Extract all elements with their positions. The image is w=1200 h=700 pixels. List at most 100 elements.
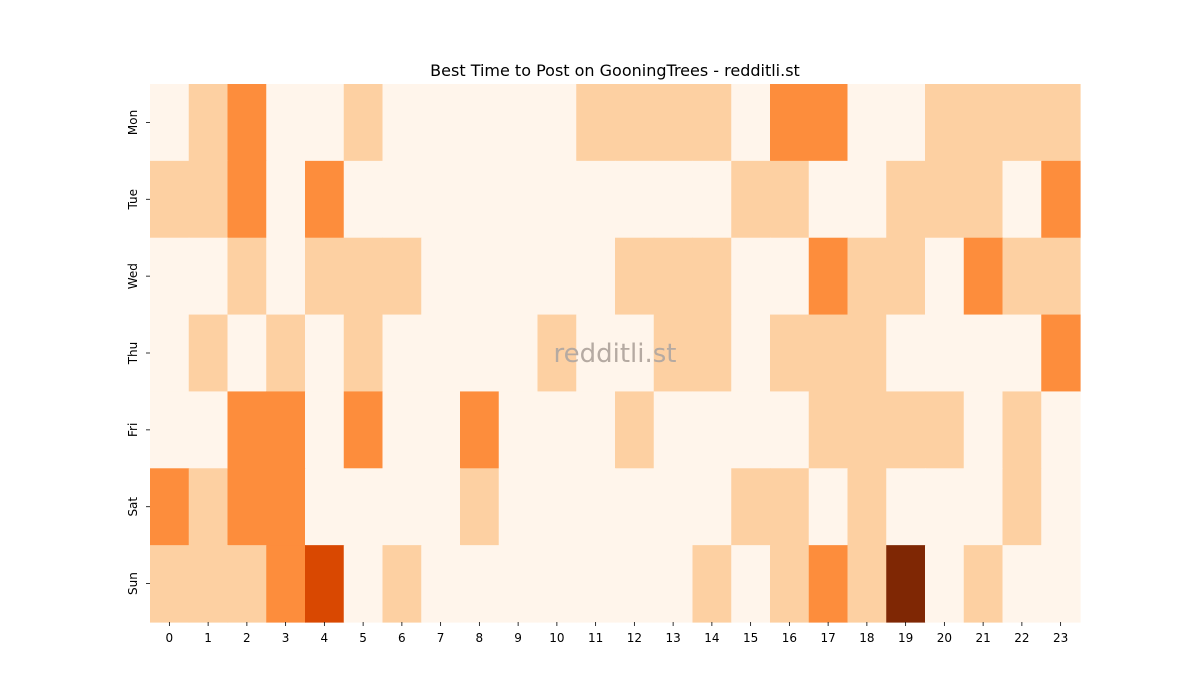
heatmap-cell-thu-4 <box>305 314 345 393</box>
heatmap-cell-wed-1 <box>188 237 229 316</box>
heatmap-cell-tue-5 <box>343 160 384 239</box>
heatmap-cell-tue-7 <box>421 160 461 239</box>
x-tick-label: 4 <box>321 631 329 645</box>
heatmap-cell-thu-20 <box>925 314 965 393</box>
heatmap-cell-thu-13 <box>653 314 694 393</box>
heatmap-cell-sun-5 <box>343 545 384 623</box>
x-tick-label: 18 <box>859 631 874 645</box>
heatmap-cell-sat-5 <box>343 468 384 546</box>
heatmap-cell-sun-11 <box>576 545 616 623</box>
heatmap-cell-wed-9 <box>498 237 539 316</box>
heatmap-cell-tue-19 <box>886 160 926 239</box>
heatmap-cell-wed-0 <box>150 237 190 316</box>
heatmap-cell-sun-20 <box>925 545 965 623</box>
heatmap-cell-mon-14 <box>692 84 732 162</box>
x-tick-label: 8 <box>476 631 484 645</box>
heatmap-cell-wed-22 <box>1002 237 1042 316</box>
heatmap-cell-thu-11 <box>576 314 616 393</box>
heatmap-cell-tue-9 <box>498 160 539 239</box>
heatmap-cell-sun-17 <box>808 545 849 623</box>
heatmap-cell-wed-13 <box>653 237 694 316</box>
heatmap-cell-thu-18 <box>847 314 887 393</box>
heatmap-cell-thu-23 <box>1041 314 1081 393</box>
heatmap-cell-sun-8 <box>460 545 500 623</box>
heatmap-cell-sat-14 <box>692 468 732 546</box>
heatmap-cell-sat-13 <box>653 468 694 546</box>
heatmap-cell-mon-23 <box>1041 84 1081 162</box>
heatmap-cell-wed-2 <box>227 237 267 316</box>
heatmap-cell-mon-16 <box>770 84 810 162</box>
x-axis-ticks: 0 1 2 3 4 5 6 7 8 9 10 11 12 13 14 15 16 17 18 19 20 21 22 23 <box>166 622 1068 645</box>
heatmap-cell-tue-3 <box>266 160 306 239</box>
x-tick-label: 2 <box>243 631 251 645</box>
heatmap-cell-sun-19 <box>886 545 926 623</box>
heatmap-cell-fri-18 <box>847 391 887 469</box>
y-axis-ticks: Mon Tue Wed Thu Fri Sat Sun <box>126 110 150 595</box>
heatmap-cell-sat-9 <box>498 468 539 546</box>
x-tick-label: 11 <box>588 631 603 645</box>
y-tick-label: Thu <box>126 342 140 366</box>
heatmap-cell-fri-0 <box>150 391 190 469</box>
heatmap-cell-wed-23 <box>1041 237 1081 316</box>
heatmap-cell-thu-8 <box>460 314 500 393</box>
x-tick-label: 16 <box>782 631 797 645</box>
heatmap-cell-fri-6 <box>382 391 422 469</box>
watermark: redditli.st <box>554 339 677 369</box>
heatmap-cell-sat-16 <box>770 468 810 546</box>
heatmap-cells <box>150 84 1081 623</box>
heatmap-cell-tue-23 <box>1041 160 1081 239</box>
heatmap-cell-mon-20 <box>925 84 965 162</box>
y-tick-label: Fri <box>126 423 140 437</box>
heatmap-cell-mon-10 <box>537 84 577 162</box>
heatmap-cell-fri-23 <box>1041 391 1081 469</box>
heatmap-cell-sun-22 <box>1002 545 1042 623</box>
heatmap-cell-sun-10 <box>537 545 577 623</box>
heatmap-cell-sat-3 <box>266 468 306 546</box>
heatmap-cell-fri-11 <box>576 391 616 469</box>
heatmap-cell-mon-11 <box>576 84 616 162</box>
heatmap-cell-thu-2 <box>227 314 267 393</box>
heatmap-cell-sat-10 <box>537 468 577 546</box>
heatmap-cell-sat-4 <box>305 468 345 546</box>
heatmap-cell-mon-1 <box>188 84 229 162</box>
x-tick-label: 21 <box>975 631 990 645</box>
heatmap-cell-tue-16 <box>770 160 810 239</box>
heatmap-cell-fri-3 <box>266 391 306 469</box>
heatmap-cell-sun-12 <box>615 545 655 623</box>
heatmap-cell-mon-15 <box>731 84 771 162</box>
heatmap-cell-fri-7 <box>421 391 461 469</box>
heatmap-cell-tue-13 <box>653 160 694 239</box>
heatmap-cell-mon-7 <box>421 84 461 162</box>
heatmap-cell-thu-17 <box>808 314 849 393</box>
heatmap-cell-wed-21 <box>963 237 1004 316</box>
heatmap-cell-mon-18 <box>847 84 887 162</box>
heatmap-cell-wed-20 <box>925 237 965 316</box>
heatmap-cell-thu-14 <box>692 314 732 393</box>
heatmap-cell-fri-19 <box>886 391 926 469</box>
y-tick-label: Wed <box>126 263 140 289</box>
heatmap-cell-wed-3 <box>266 237 306 316</box>
heatmap-cell-tue-17 <box>808 160 849 239</box>
heatmap-cell-wed-7 <box>421 237 461 316</box>
heatmap-cell-mon-17 <box>808 84 849 162</box>
y-tick-label: Sat <box>126 497 140 517</box>
heatmap-cell-mon-22 <box>1002 84 1042 162</box>
heatmap-cell-mon-9 <box>498 84 539 162</box>
heatmap-cell-sat-20 <box>925 468 965 546</box>
y-tick-label: Tue <box>126 189 140 211</box>
heatmap-cell-sat-8 <box>460 468 500 546</box>
heatmap-cell-thu-9 <box>498 314 539 393</box>
heatmap-cell-fri-4 <box>305 391 345 469</box>
heatmap-cell-mon-12 <box>615 84 655 162</box>
heatmap-cell-tue-15 <box>731 160 771 239</box>
x-tick-label: 15 <box>743 631 758 645</box>
heatmap-cell-sat-12 <box>615 468 655 546</box>
heatmap-cell-mon-19 <box>886 84 926 162</box>
x-tick-label: 9 <box>514 631 522 645</box>
heatmap-cell-wed-17 <box>808 237 849 316</box>
heatmap-cell-sat-2 <box>227 468 267 546</box>
x-tick-label: 13 <box>665 631 680 645</box>
x-tick-label: 0 <box>166 631 174 645</box>
x-tick-label: 23 <box>1053 631 1068 645</box>
chart-title: Best Time to Post on GooningTrees - redd… <box>430 61 800 80</box>
